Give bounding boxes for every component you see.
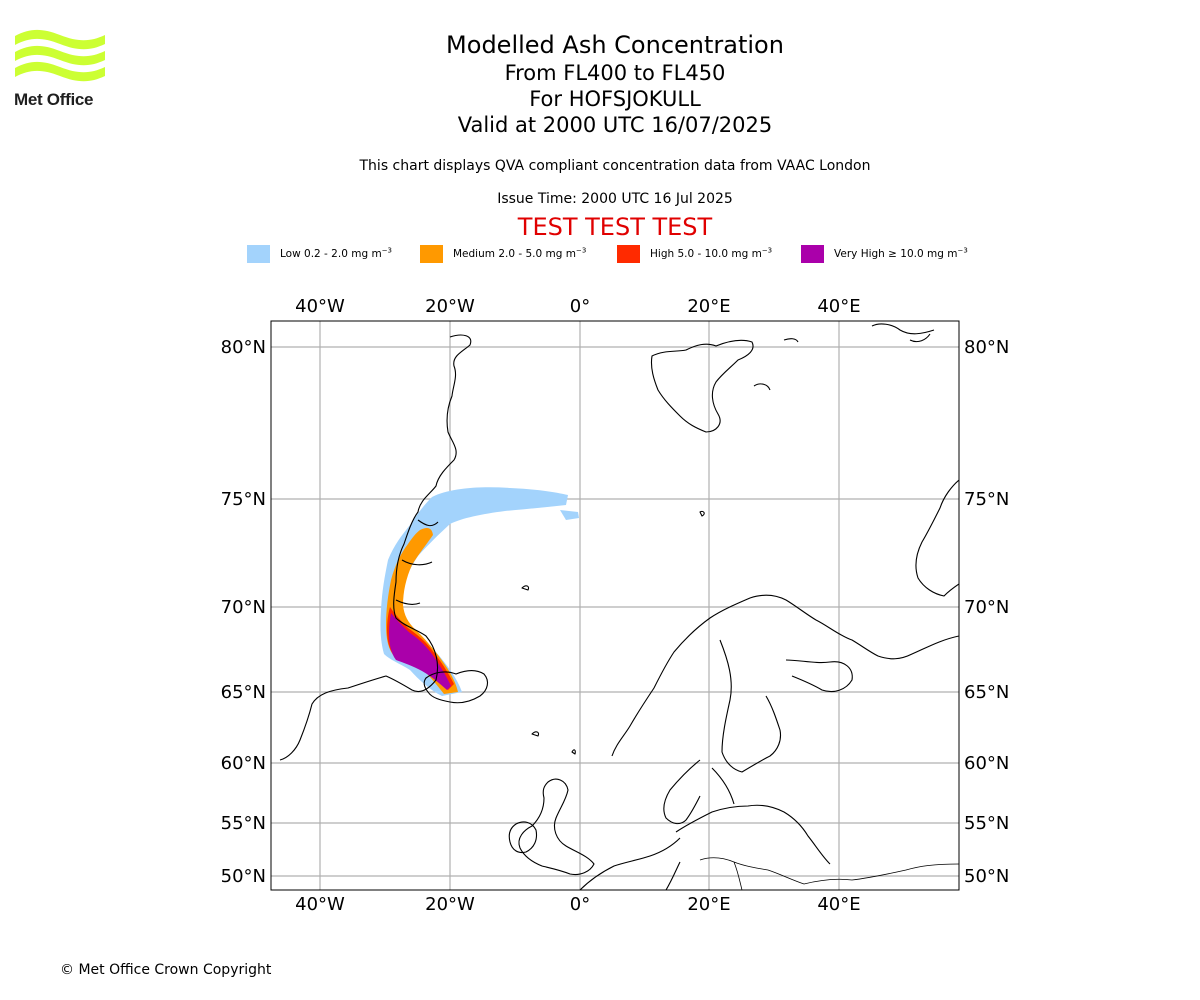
lon-label-40w-bottom: 40°W — [295, 894, 345, 915]
concentration-legend: Low 0.2 - 2.0 mg m−3 Medium 2.0 - 5.0 mg… — [247, 244, 968, 264]
longitude-labels-bottom: 40°W 20°W 0° 20°E 40°E — [295, 894, 860, 915]
lat-label-80n-left: 80°N — [221, 337, 266, 358]
met-office-logo-waves — [15, 29, 105, 82]
map-frame — [270, 320, 960, 891]
legend-item-medium: Medium 2.0 - 5.0 mg m−3 — [420, 245, 617, 263]
lat-label-50n-right: 50°N — [964, 866, 1009, 887]
europe-borders — [699, 857, 959, 890]
shetland-faroe-islands — [521, 338, 799, 755]
lon-label-20w-bottom: 20°W — [425, 894, 475, 915]
lat-label-60n-left: 60°N — [221, 753, 266, 774]
kola-peninsula-coast — [785, 659, 853, 693]
latitude-labels-right: 80°N 75°N 70°N 65°N 60°N 55°N 50°N — [964, 337, 1009, 887]
lon-label-20w-top: 20°W — [425, 296, 475, 317]
lat-label-55n-right: 55°N — [964, 813, 1009, 834]
coastlines — [279, 323, 959, 890]
lat-label-75n-left: 75°N — [221, 489, 266, 510]
europe-mainland-coast — [579, 837, 681, 890]
legend-label-high: High 5.0 - 10.0 mg m−3 — [650, 246, 773, 260]
copyright-notice: © Met Office Crown Copyright — [60, 962, 272, 978]
met-office-logo-text: Met Office — [14, 90, 94, 109]
chart-title: Modelled Ash Concentration — [446, 31, 784, 59]
legend-item-high: High 5.0 - 10.0 mg m−3 — [617, 245, 801, 263]
test-banner: TEST TEST TEST — [517, 213, 713, 241]
longitude-labels-top: 40°W 20°W 0° 20°E 40°E — [295, 296, 860, 317]
lon-label-40e-top: 40°E — [817, 296, 860, 317]
chart-title-block: Modelled Ash Concentration From FL400 to… — [300, 30, 930, 138]
legend-label-medium: Medium 2.0 - 5.0 mg m−3 — [453, 246, 587, 260]
uk-coast — [518, 778, 595, 876]
lat-label-70n-left: 70°N — [221, 597, 266, 618]
franz-josef-land — [871, 323, 935, 343]
lat-label-55n-left: 55°N — [221, 813, 266, 834]
compliance-note: This chart displays QVA compliant concen… — [359, 158, 871, 174]
ash-low-region-east — [560, 510, 579, 520]
lon-label-20e-top: 20°E — [687, 296, 730, 317]
latitude-labels-left: 80°N 75°N 70°N 65°N 60°N 55°N 50°N — [221, 337, 266, 887]
greenland-coast — [279, 334, 472, 761]
lat-label-50n-left: 50°N — [221, 866, 266, 887]
flight-level-range: From FL400 to FL450 — [504, 61, 726, 85]
iceland-coast — [423, 670, 489, 704]
lon-label-0-top: 0° — [570, 296, 590, 317]
lon-label-20e-bottom: 20°E — [687, 894, 730, 915]
legend-item-low: Low 0.2 - 2.0 mg m−3 — [247, 245, 420, 263]
valid-time: Valid at 2000 UTC 16/07/2025 — [457, 113, 773, 137]
legend-swatch-medium — [420, 245, 443, 263]
ireland-coast — [508, 821, 538, 854]
legend-item-very-high: Very High ≥ 10.0 mg m−3 — [801, 245, 968, 263]
baltic-coast — [675, 767, 831, 865]
lat-label-65n-left: 65°N — [221, 682, 266, 703]
map-background — [271, 321, 959, 890]
lon-label-40e-bottom: 40°E — [817, 894, 860, 915]
legend-label-low: Low 0.2 - 2.0 mg m−3 — [280, 246, 393, 260]
lat-label-65n-right: 65°N — [964, 682, 1009, 703]
scandinavia-coast — [611, 594, 959, 825]
lat-label-60n-right: 60°N — [964, 753, 1009, 774]
ash-very-high-region — [389, 613, 451, 690]
volcano-name: For HOFSJOKULL — [529, 87, 701, 111]
lon-label-0-bottom: 0° — [570, 894, 590, 915]
lat-label-75n-right: 75°N — [964, 489, 1009, 510]
met-office-logo: Met Office — [12, 28, 112, 114]
svalbard-coast — [650, 339, 771, 433]
legend-swatch-low — [247, 245, 270, 263]
lat-label-70n-right: 70°N — [964, 597, 1009, 618]
issue-time: Issue Time: 2000 UTC 16 Jul 2025 — [497, 191, 733, 207]
legend-swatch-high — [617, 245, 640, 263]
lon-label-40w-top: 40°W — [295, 296, 345, 317]
lat-label-80n-right: 80°N — [964, 337, 1009, 358]
legend-swatch-very-high — [801, 245, 824, 263]
legend-label-very-high: Very High ≥ 10.0 mg m−3 — [834, 246, 968, 260]
novaya-zemlya-coast — [915, 479, 959, 597]
